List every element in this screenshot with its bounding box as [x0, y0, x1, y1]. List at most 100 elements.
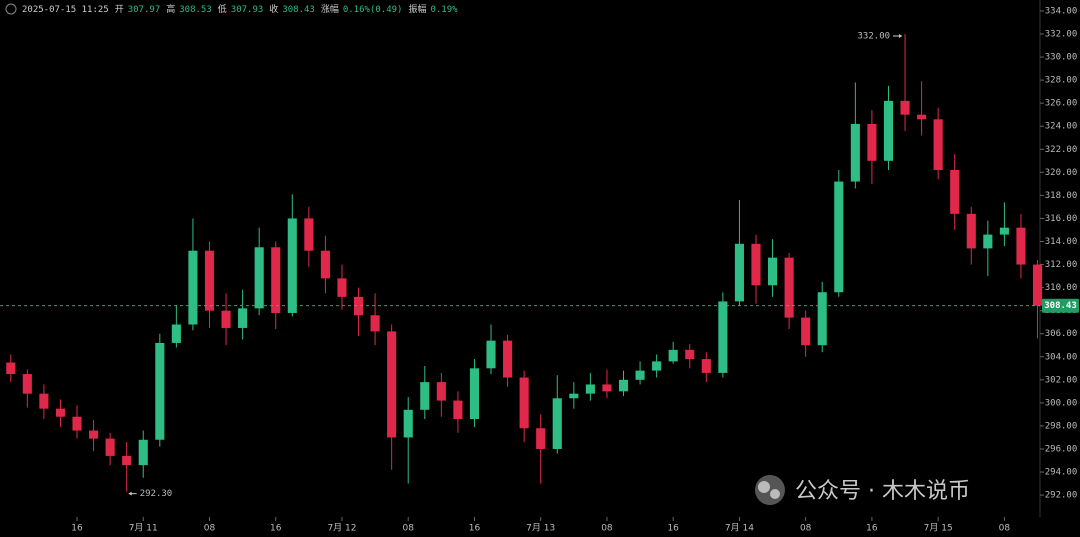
candle-body [1016, 227, 1026, 265]
header-label: 高 [166, 3, 175, 15]
candle-body [734, 243, 744, 302]
candle-body [883, 100, 894, 161]
x-tick-label: 08 [601, 524, 613, 534]
y-tick-label: 324.00 [1045, 122, 1078, 132]
y-tick-label: 334.00 [1045, 6, 1078, 16]
header-time: 2025-07-15 11:25 [22, 5, 109, 15]
candle-body [569, 393, 579, 399]
y-tick-label: 322.00 [1045, 145, 1078, 155]
candle-body [304, 218, 314, 251]
candle-body [767, 257, 778, 286]
candle-body [403, 409, 413, 438]
candle-body [917, 114, 927, 120]
candle-body [801, 317, 811, 346]
candle-body [618, 379, 629, 392]
candle-body [999, 227, 1009, 235]
x-tick-label: 16 [71, 524, 83, 534]
y-tick-label: 326.00 [1045, 99, 1078, 109]
header-value: 308.43 [282, 5, 315, 15]
last-price-box [1042, 298, 1079, 313]
candle-body [337, 278, 347, 297]
candle-body [817, 292, 827, 346]
candle-body [204, 250, 215, 311]
candle-body [933, 119, 943, 171]
candle-body [89, 430, 99, 439]
x-tick-label: 16 [270, 524, 282, 534]
x-tick-label: 7月 11 [129, 523, 158, 534]
candle-body [585, 384, 595, 394]
candle-body [519, 377, 529, 429]
candle-body [22, 374, 32, 394]
header-value: 307.93 [231, 5, 264, 15]
candle-body [867, 123, 877, 161]
candle-body [950, 170, 960, 214]
header-label: 振幅 [408, 3, 426, 15]
candle-body [751, 243, 761, 286]
y-tick-label: 318.00 [1045, 191, 1078, 201]
annotation-arrowhead [128, 491, 132, 496]
candle-body [652, 361, 662, 371]
candle-body [718, 301, 728, 373]
candle-body [105, 438, 115, 456]
candle-body [983, 234, 993, 249]
candle-body [503, 340, 513, 378]
y-tick-label: 310.00 [1045, 283, 1078, 293]
y-tick-label: 294.00 [1045, 468, 1078, 478]
candle-body [453, 400, 463, 420]
x-tick-label: 08 [204, 524, 216, 534]
candle-body [635, 370, 645, 380]
candle-body [254, 247, 264, 309]
candle-body [668, 349, 678, 362]
candle-body [685, 349, 695, 360]
candle-body [122, 455, 132, 466]
x-tick-label: 08 [402, 524, 414, 534]
candle-body [552, 398, 562, 449]
annotation-label: 332.00 [858, 32, 891, 42]
header-value: 307.97 [128, 5, 161, 15]
candle-body [287, 218, 297, 313]
candle-body [271, 247, 281, 313]
candle-body [834, 181, 844, 293]
x-tick-label: 08 [800, 524, 812, 534]
ohlc-header: 2025-07-15 11:25 开 307.97 高 308.53 低 307.93 收 30… [22, 3, 458, 15]
candle-body [171, 324, 181, 343]
annotation-label: 292.30 [140, 489, 173, 499]
x-tick-label: 16 [469, 524, 481, 534]
collapse-icon[interactable] [5, 3, 17, 15]
y-tick-label: 312.00 [1045, 260, 1078, 270]
y-tick-label: 314.00 [1045, 237, 1078, 247]
candle-body [966, 213, 976, 249]
candle-body [39, 393, 49, 409]
candle-body [469, 368, 480, 420]
x-tick-label: 7月 13 [526, 523, 555, 534]
header-value: 308.53 [179, 5, 212, 15]
candle-body [6, 362, 16, 375]
watermark-icon [770, 489, 780, 499]
y-tick-label: 330.00 [1045, 53, 1078, 63]
candle-body [155, 342, 165, 440]
x-tick-label: 16 [866, 524, 878, 534]
last-price-label: 308.43 [1044, 301, 1077, 311]
watermark: 公众号 · 木木说币 [755, 475, 970, 505]
y-tick-label: 320.00 [1045, 168, 1078, 178]
x-tick-label: 08 [999, 524, 1011, 534]
candle-body [486, 340, 496, 369]
candle-body [850, 123, 860, 182]
candle-body [784, 257, 794, 318]
watermark-text: 公众号 · 木木说币 [795, 479, 970, 504]
candle-body [387, 331, 397, 438]
header-value: 0.19% [430, 5, 458, 15]
x-tick-label: 7月 14 [725, 523, 754, 534]
candle-body [602, 384, 612, 392]
candle-body [238, 308, 248, 328]
candle-body [1032, 264, 1043, 306]
candle-body [72, 416, 82, 431]
y-tick-label: 316.00 [1045, 214, 1078, 224]
y-tick-label: 296.00 [1045, 444, 1078, 454]
candle-body [353, 296, 364, 316]
y-tick-label: 306.00 [1045, 329, 1078, 339]
header-label: 低 [218, 3, 227, 15]
header-label: 收 [269, 3, 278, 15]
header-label: 开 [115, 4, 124, 15]
